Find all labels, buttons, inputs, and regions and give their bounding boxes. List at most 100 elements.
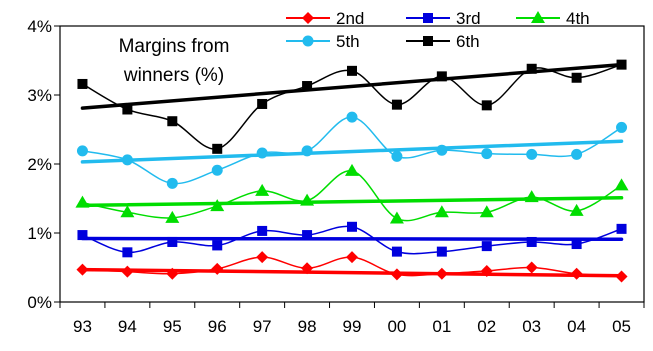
data-point-5th [301,145,313,157]
data-point-4th [255,183,270,196]
data-point-5th [121,154,133,166]
data-point-5th [526,148,538,160]
y-tick-label: 3% [27,86,52,105]
data-point-2nd [615,270,628,283]
data-point-6th [347,65,357,76]
x-axis: 93 94 95 96 97 98 99 00 01 02 03 04 05 [59,302,645,336]
data-point-4th [165,210,180,223]
data-point-2nd [256,251,269,264]
x-tick-label: 98 [298,317,317,336]
data-point-6th [616,59,627,70]
data-point-6th [77,78,88,89]
data-point-6th [526,63,537,74]
data-point-3rd [436,246,447,257]
data-point-2nd [76,263,89,276]
data-point-3rd [526,236,537,247]
data-point-5th [166,177,178,189]
data-point-3rd [122,247,133,258]
legend-label-4th: 4th [566,9,590,28]
data-point-5th [436,144,448,156]
x-tick-label: 94 [118,317,137,336]
data-point-3rd [347,221,357,232]
x-tick-label: 99 [343,317,362,336]
data-point-6th [302,81,313,92]
data-point-2nd [435,267,448,280]
data-point-2nd [301,262,314,275]
chart-title-line-1: Margins from [119,36,230,57]
data-point-3rd [77,230,88,241]
data-point-2nd [211,262,224,275]
trendline-5th [80,139,624,164]
x-tick-label: 00 [387,317,406,336]
data-point-6th [436,71,447,82]
data-point-2nd [570,267,583,280]
data-point-3rd [481,241,492,252]
x-tick-label: 03 [522,317,541,336]
data-point-4th [75,195,90,208]
x-tick-label: 95 [163,317,182,336]
data-point-4th [210,199,225,212]
x-tick-label: 97 [253,317,272,336]
data-point-6th [212,143,223,154]
data-point-5th [76,145,88,157]
x-tick-label: 04 [567,317,586,336]
data-point-6th [167,116,178,127]
data-point-5th [616,121,628,133]
data-point-6th [391,99,402,110]
data-point-5th [481,148,493,160]
trendline-3rd [80,236,624,241]
data-point-3rd [212,240,223,251]
data-point-5th [391,150,403,162]
y-tick-label: 0% [27,293,52,312]
data-point-4th [120,205,135,218]
y-tick-label: 2% [27,155,52,174]
data-point-6th [257,98,268,109]
data-point-2nd [480,264,493,277]
data-point-4th [434,205,449,218]
x-tick-label: 02 [477,317,496,336]
data-point-5th [346,111,358,123]
legend-marker-4th [531,11,545,23]
legend-marker-5th [302,35,314,47]
legend-marker-6th [423,36,433,46]
x-tick-label: 93 [73,317,92,336]
data-point-4th [389,211,404,224]
series-markers [75,59,629,283]
data-point-5th [211,164,223,176]
data-point-3rd [616,223,627,234]
chart-title: Margins from winners (%) [119,36,230,86]
data-point-2nd [390,268,403,281]
data-point-4th [345,163,359,176]
legend-marker-2nd [302,12,314,24]
legend-marker-3rd [423,13,433,23]
data-point-3rd [302,230,313,241]
legend-label-3rd: 3rd [456,9,481,28]
x-tick-label: 05 [612,317,631,336]
data-point-5th [256,147,268,159]
data-point-4th [300,193,315,206]
data-point-3rd [167,236,178,247]
data-point-3rd [257,225,268,236]
chart-title-line-2: winners (%) [123,65,224,86]
legend-label-2nd: 2nd [336,9,364,28]
legend-label-6th: 6th [456,32,480,51]
data-point-2nd [166,267,179,280]
legend-label-5th: 5th [336,32,360,51]
data-point-4th [479,205,494,218]
data-point-4th [569,203,584,216]
data-point-6th [481,100,492,111]
y-tick-label: 1% [27,224,52,243]
data-point-2nd [346,251,358,264]
y-axis: 0% 1% 2% 3% 4% [27,17,60,312]
x-tick-label: 96 [208,317,227,336]
data-point-3rd [391,246,402,257]
data-point-3rd [571,239,582,250]
data-point-6th [571,72,582,83]
data-point-5th [571,148,583,160]
x-tick-label: 01 [432,317,451,336]
data-point-2nd [121,265,134,278]
data-point-2nd [525,261,538,274]
y-tick-label: 4% [27,17,52,36]
data-point-4th [524,190,539,203]
